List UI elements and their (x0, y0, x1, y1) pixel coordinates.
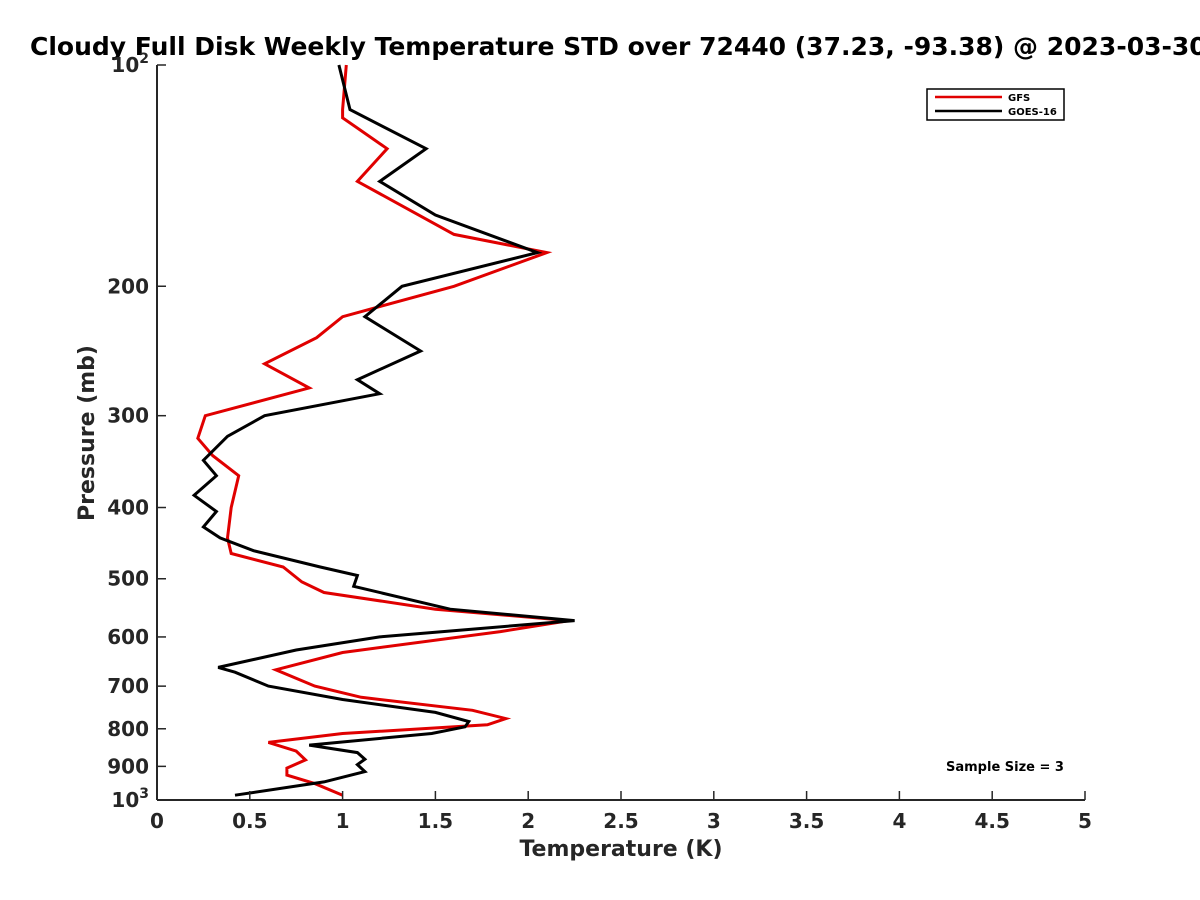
legend-label-goes16: GOES-16 (1008, 107, 1057, 118)
x-tick-label: 1.5 (418, 809, 453, 833)
legend-box (926, 88, 1065, 121)
x-axis-label: Temperature (K) (519, 837, 722, 862)
chart-title: Cloudy Full Disk Weekly Temperature STD … (30, 32, 1200, 61)
x-tick-label: 3 (707, 809, 721, 833)
y-tick-label: 300 (107, 404, 149, 428)
series-line-gfs (196, 64, 570, 797)
x-tick-label: 3.5 (789, 809, 824, 833)
y-tick-label: 900 (107, 754, 149, 778)
y-tick-label: 103 (111, 786, 149, 812)
x-tick-label: 2.5 (603, 809, 638, 833)
y-tick-label: 700 (107, 674, 149, 698)
x-tick-label: 0 (150, 809, 164, 833)
legend-label-gfs: GFS (1008, 93, 1030, 104)
x-tick-label: 5 (1078, 809, 1092, 833)
y-tick-label: 102 (111, 51, 149, 77)
y-tick-label: 600 (107, 625, 149, 649)
x-axis-ticks: 0 0.5 1 1.5 2 2.5 3 3.5 4 4.5 5 (150, 791, 1092, 833)
x-tick-label: 2 (521, 809, 535, 833)
x-tick-label: 0.5 (232, 809, 267, 833)
series-layer (191, 64, 575, 797)
sample-size-annotation: Sample Size = 3 (946, 760, 1064, 775)
y-axis-label: Pressure (mb) (75, 345, 100, 521)
x-tick-label: 4.5 (974, 809, 1009, 833)
y-tick-label: 800 (107, 717, 149, 741)
y-tick-label: 200 (107, 274, 149, 298)
series-line-goes-16 (191, 64, 575, 797)
x-tick-label: 4 (892, 809, 906, 833)
x-tick-label: 1 (336, 809, 350, 833)
y-tick-label: 500 (107, 567, 149, 591)
y-tick-label: 400 (107, 496, 149, 520)
y-axis-ticks: 102 200 300 400 500 600 700 800 900 103 (107, 51, 166, 812)
legend: GFS GOES-16 (926, 88, 1065, 121)
